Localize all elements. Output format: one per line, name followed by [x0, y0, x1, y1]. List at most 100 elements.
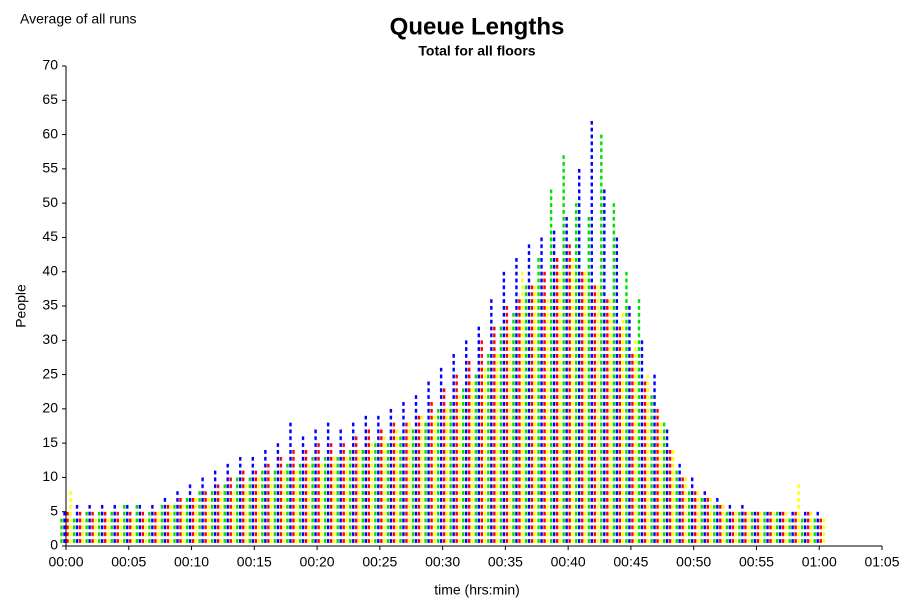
queue-column: [355, 436, 358, 546]
y-tick-label: 15: [42, 434, 58, 450]
queue-column: [248, 477, 252, 546]
queue-column: [386, 443, 390, 546]
queue-column: [738, 511, 741, 546]
queue-column: [289, 422, 292, 546]
queue-column: [78, 511, 82, 546]
queue-column: [166, 504, 170, 546]
x-tick-label: 00:45: [613, 554, 648, 570]
queue-column: [515, 258, 518, 546]
queue-column: [452, 354, 455, 546]
queue-column: [766, 511, 769, 546]
queue-column: [185, 498, 189, 546]
queue-column: [659, 422, 662, 546]
queue-column: [458, 395, 461, 546]
queue-column: [537, 258, 540, 546]
queue-column: [643, 381, 647, 546]
queue-column: [292, 450, 295, 546]
queue-column: [304, 450, 308, 546]
queue-column: [100, 504, 104, 546]
queue-column: [132, 518, 135, 546]
queue-column: [603, 189, 606, 546]
queue-column: [173, 504, 176, 546]
queue-column: [546, 299, 549, 546]
queue-column: [819, 518, 822, 546]
queue-column: [332, 456, 336, 546]
queue-column: [625, 271, 628, 546]
queue-column: [797, 484, 800, 546]
x-tick-label: 00:25: [362, 554, 397, 570]
queue-column: [91, 511, 94, 546]
queue-column: [609, 299, 612, 546]
queue-column: [596, 285, 599, 546]
x-axis-label: time (hrs:min): [434, 582, 520, 598]
queue-column: [144, 518, 148, 546]
queue-column: [646, 374, 650, 546]
queue-column: [103, 511, 107, 546]
queue-column: [374, 443, 377, 546]
queue-column: [759, 511, 763, 546]
queue-column: [499, 326, 503, 546]
queue-column: [298, 463, 302, 546]
queue-column: [533, 285, 537, 546]
queue-column: [226, 463, 229, 546]
queue-column: [756, 511, 760, 546]
queue-column: [675, 470, 678, 546]
queue-column: [210, 491, 214, 546]
queue-column: [716, 498, 719, 546]
x-tick-label: 01:05: [864, 554, 899, 570]
queue-column: [706, 498, 709, 546]
queue-column: [803, 511, 807, 546]
queue-column: [141, 511, 145, 546]
queue-column: [110, 511, 113, 546]
queue-column: [618, 326, 622, 546]
queue-column: [383, 436, 386, 546]
queue-column: [637, 299, 641, 546]
chart-title: Queue Lengths: [390, 13, 565, 40]
queue-column: [656, 408, 659, 546]
queue-column: [678, 463, 681, 546]
queue-column: [72, 518, 76, 546]
queue-column: [116, 511, 119, 546]
queue-column: [462, 388, 465, 546]
queue-column: [696, 491, 700, 546]
queue-column: [671, 450, 675, 546]
queue-column: [361, 450, 364, 546]
queue-column: [295, 470, 298, 546]
queue-column: [198, 491, 201, 546]
y-tick-label: 0: [50, 537, 58, 553]
queue-column: [405, 422, 408, 546]
queue-column: [565, 216, 568, 546]
queue-column: [816, 511, 819, 546]
queue-column: [600, 134, 603, 547]
queue-column: [731, 511, 735, 546]
x-tick-label: 00:00: [48, 554, 83, 570]
queue-column: [433, 415, 436, 546]
queue-column: [157, 511, 160, 546]
queue-column: [781, 511, 785, 546]
queue-column: [587, 216, 590, 546]
queue-column: [151, 504, 154, 546]
queue-column: [734, 511, 738, 546]
queue-column: [257, 477, 261, 546]
queue-column: [69, 491, 72, 546]
queue-column: [665, 429, 669, 546]
queue-column: [414, 395, 418, 546]
queue-column: [119, 518, 122, 546]
queue-column: [349, 450, 352, 546]
queue-column: [126, 504, 129, 546]
queue-column: [822, 518, 825, 546]
queue-column: [201, 477, 204, 546]
queue-column: [320, 463, 323, 546]
queue-column: [590, 120, 593, 546]
queue-column: [681, 477, 684, 546]
queue-column: [216, 484, 220, 546]
queue-column: [615, 237, 619, 546]
queue-column: [662, 422, 666, 546]
queue-column: [581, 271, 584, 546]
queue-column: [219, 491, 223, 546]
queue-column: [455, 374, 458, 546]
queue-column: [483, 367, 486, 546]
queue-column: [512, 312, 515, 546]
queue-column: [311, 456, 314, 546]
